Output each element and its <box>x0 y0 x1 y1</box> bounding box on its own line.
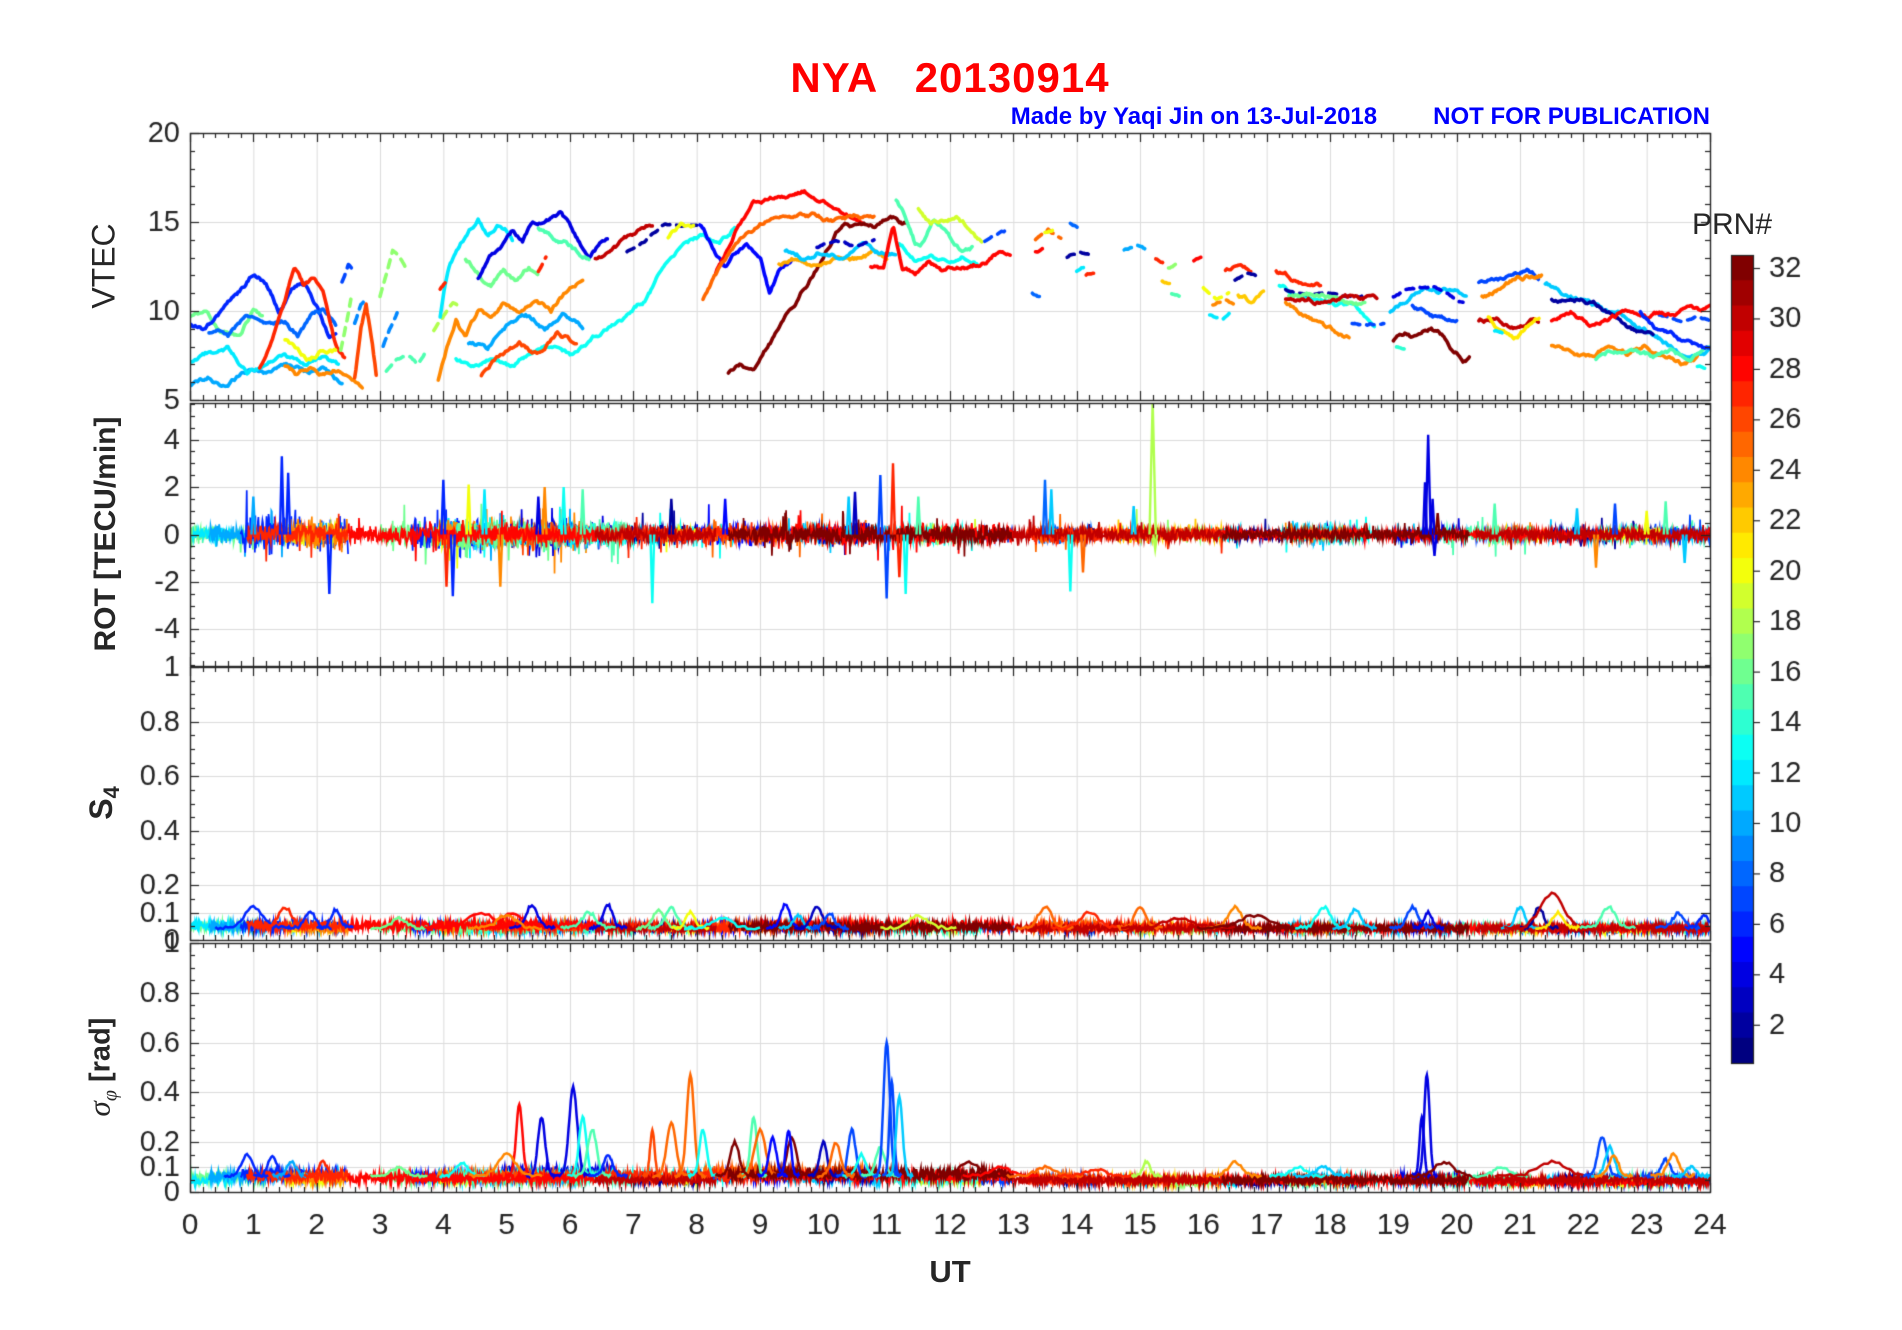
credit-text: Made by Yaqi Jin on 13-Jul-2018 <box>1010 103 1378 130</box>
s4-symbol: S <box>82 798 119 820</box>
colorbar-title: PRN# <box>1692 208 1773 241</box>
sigma-symbol: σ <box>81 1101 117 1117</box>
sigma-phi-axis-label: σφ [rad] <box>82 1018 123 1117</box>
credit-row: Made by Yaqi Jin on 13-Jul-2018 NOT FOR … <box>190 103 1710 131</box>
rad-unit: [rad] <box>84 1017 117 1083</box>
page-title: NYA 20130914 <box>790 54 1110 101</box>
publication-warning: NOT FOR PUBLICATION <box>1433 103 1710 130</box>
ut-axis-label: UT <box>929 1254 971 1289</box>
s4-subscript: 4 <box>99 786 125 799</box>
vtec-axis-label: VTEC <box>85 223 122 309</box>
s4-axis-label: S4 <box>83 786 125 820</box>
rot-axis-label: ROT [TECU/min] <box>89 416 122 652</box>
phi-subscript: φ <box>99 1090 122 1102</box>
